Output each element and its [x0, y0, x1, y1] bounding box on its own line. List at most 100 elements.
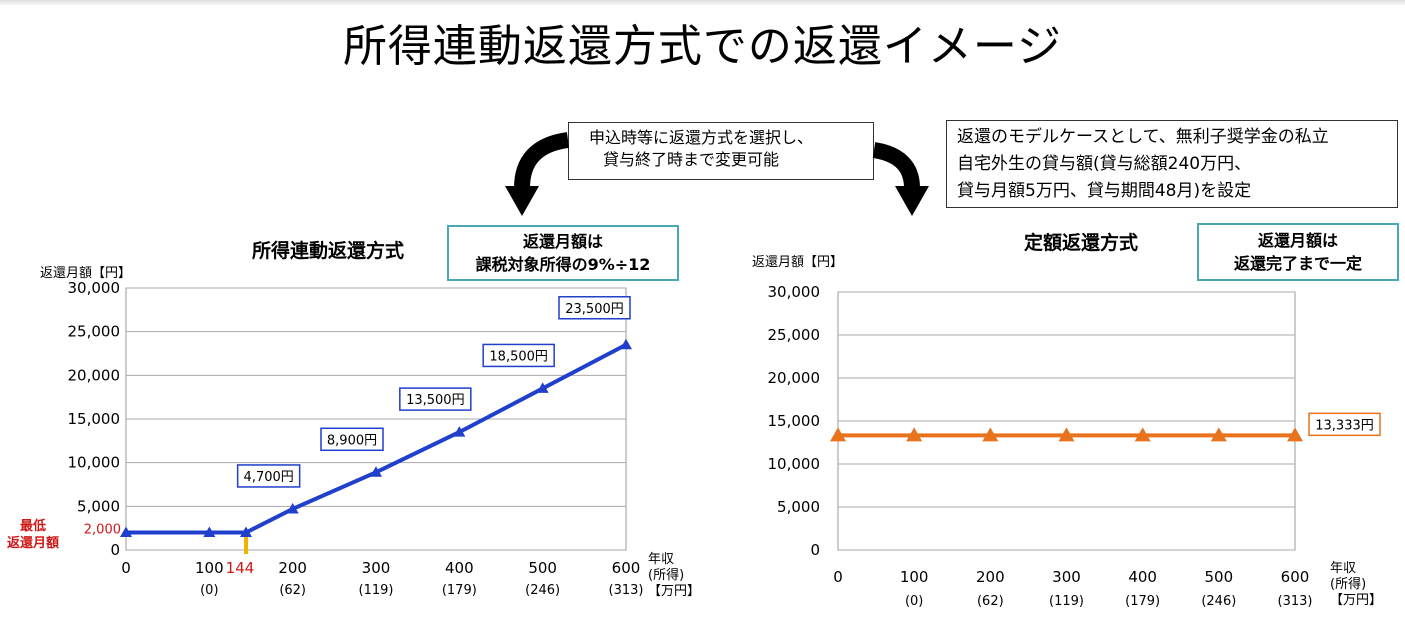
page-title: 所得連動返還方式での返還イメージ — [342, 21, 1063, 72]
left-data-point — [240, 526, 252, 538]
right-x-tick-label: 0 — [833, 568, 843, 586]
left-data-point — [203, 526, 216, 538]
top-bar — [0, 0, 1405, 6]
right-data-point — [1058, 427, 1075, 442]
right-x-tick-label: 200 — [976, 568, 1005, 586]
right-data-point — [982, 427, 999, 442]
left-data-label-box — [558, 296, 631, 320]
right-x-tick-label: 400 — [1128, 568, 1157, 586]
left-x-tick-sublabel: (119) — [359, 583, 394, 598]
left-x-tick-sublabel: (246) — [525, 583, 560, 598]
left-x-tick-sublabel: (313) — [609, 583, 644, 598]
left-data-point — [536, 382, 549, 393]
left-y-tick-label: 20,000 — [68, 366, 121, 384]
left-x-axis-label: (所得) — [648, 567, 684, 583]
right-x-axis-label: 年収 — [1330, 561, 1356, 576]
note-line: 申込時等に返還方式を選択し、 — [589, 128, 814, 147]
minimum-label-line: 最低 — [19, 519, 46, 534]
right-x-tick-label: 100 — [900, 568, 929, 586]
right-data-point — [1134, 427, 1151, 442]
right-x-tick-sublabel: (246) — [1201, 594, 1236, 609]
minimum-value-label: 2,000 — [84, 523, 121, 538]
left-data-point — [453, 426, 466, 437]
right-x-tick-sublabel: (0) — [905, 594, 923, 609]
minimum-label-line: 返還月額 — [6, 536, 59, 551]
left-x-tick-label: 200 — [278, 559, 307, 577]
left-data-label-box — [399, 387, 472, 411]
info-line: 返還月額は — [522, 232, 603, 251]
right-data-point — [1210, 427, 1227, 442]
left-x-tick-label: 500 — [528, 559, 557, 577]
left-data-label-box — [320, 427, 384, 452]
left-y-axis-label: 返還月額【円】 — [40, 266, 132, 281]
left-series-line — [126, 342, 627, 535]
left-data-label: 4,700円 — [244, 470, 294, 485]
right-data-label-box — [1308, 412, 1381, 437]
left-x-tick-sublabel: (62) — [279, 583, 306, 598]
left-info-box: 返還月額は 課税対象所得の9%÷12 — [447, 225, 679, 281]
right-data-point — [830, 427, 846, 442]
left-data-point — [120, 526, 132, 538]
info-line: 課税対象所得の9%÷12 — [475, 255, 651, 274]
left-y-tick-label: 0 — [110, 541, 120, 559]
left-data-point — [620, 338, 632, 350]
right-y-tick-label: 20,000 — [768, 369, 821, 387]
left-x-tick-sublabel: (0) — [200, 583, 218, 598]
minimum-repayment-label: 最低 返還月額 — [5, 518, 61, 552]
left-chart-title: 所得連動返還方式 — [252, 240, 405, 262]
left-y-tick-label: 25,000 — [68, 323, 121, 341]
left-y-tick-label: 10,000 — [68, 454, 121, 472]
threshold-tick-label: 144 — [226, 559, 255, 577]
note-line: 自宅外生の貸与額(貸与総額240万円、 — [957, 154, 1252, 174]
left-x-tick-label: 600 — [612, 559, 641, 577]
left-data-label: 18,500円 — [489, 349, 548, 364]
left-data-label-box — [482, 343, 555, 368]
right-x-axis-label: 【万円】 — [1330, 593, 1382, 608]
right-info-box: 返還月額は 返還完了まで一定 — [1197, 223, 1399, 281]
left-x-tick-sublabel: (179) — [442, 583, 477, 598]
note-line: 返還のモデルケースとして、無利子奨学金の私立 — [957, 127, 1329, 147]
left-x-tick-label: 300 — [362, 559, 391, 577]
left-y-tick-label: 30,000 — [68, 279, 121, 297]
note-line: 貸与月額5万円、貸与期間48月)を設定 — [957, 181, 1252, 201]
left-data-point — [286, 502, 299, 514]
right-y-tick-label: 0 — [810, 541, 820, 559]
right-chart-title: 定額返還方式 — [1024, 232, 1139, 254]
left-data-label: 23,500円 — [565, 302, 624, 317]
left-arrow-head — [505, 186, 539, 216]
left-y-tick-label: 15,000 — [68, 410, 121, 428]
right-y-tick-label: 30,000 — [768, 283, 821, 301]
left-x-tick-label: 100 — [195, 559, 224, 577]
left-x-axis-label: 年収 — [648, 552, 674, 567]
right-x-tick-sublabel: (313) — [1278, 594, 1313, 609]
note-model-case: 返還のモデルケースとして、無利子奨学金の私立 自宅外生の貸与額(貸与総額240万… — [946, 120, 1398, 208]
right-data-label: 13,333円 — [1315, 418, 1374, 433]
right-y-tick-label: 15,000 — [768, 412, 821, 430]
right-x-tick-sublabel: (119) — [1049, 594, 1084, 609]
right-arrow-head — [895, 186, 929, 216]
right-data-point — [906, 427, 923, 442]
left-data-label-box — [236, 464, 301, 488]
left-x-tick-label: 0 — [121, 559, 131, 577]
info-line: 返還完了まで一定 — [1233, 254, 1362, 273]
left-y-tick-label: 5,000 — [77, 497, 120, 515]
right-x-tick-sublabel: (62) — [977, 594, 1004, 609]
right-y-tick-label: 10,000 — [768, 455, 821, 473]
right-x-tick-label: 500 — [1205, 568, 1234, 586]
right-x-tick-sublabel: (179) — [1125, 594, 1160, 609]
right-x-tick-label: 600 — [1281, 568, 1310, 586]
left-x-axis-label: 【万円】 — [648, 584, 700, 599]
right-x-tick-label: 300 — [1052, 568, 1081, 586]
info-line: 返還月額は — [1257, 231, 1338, 250]
right-y-tick-label: 5,000 — [777, 498, 820, 516]
left-data-label: 8,900円 — [327, 433, 377, 448]
left-data-label: 13,500円 — [406, 393, 465, 408]
left-data-point — [370, 466, 382, 477]
note-method-selection: 申込時等に返還方式を選択し、 貸与終了時まで変更可能 — [568, 122, 874, 180]
left-curved-arrow — [514, 132, 570, 189]
right-data-point — [1287, 427, 1303, 442]
left-x-tick-label: 400 — [445, 559, 474, 577]
right-y-tick-label: 25,000 — [768, 326, 821, 344]
note-line: 貸与終了時まで変更可能 — [603, 150, 780, 169]
